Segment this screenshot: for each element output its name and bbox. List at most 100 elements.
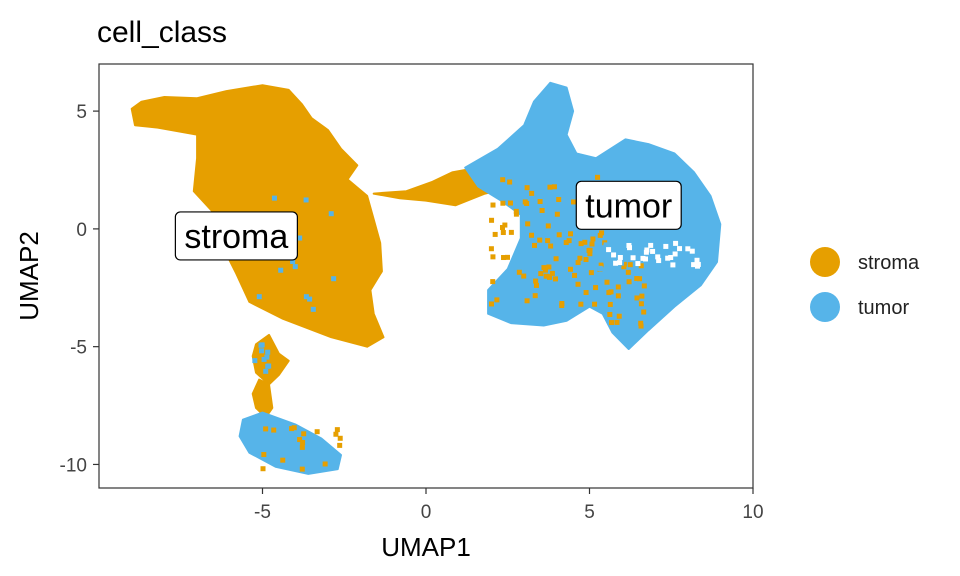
cell-point: [637, 276, 643, 282]
cell-point: [587, 247, 593, 253]
cell-point: [606, 290, 612, 296]
x-tick-label: 0: [421, 502, 432, 523]
cell-point: [548, 243, 554, 249]
chart-title: cell_class: [97, 16, 227, 49]
cell-point: [654, 262, 660, 268]
cluster-label-stroma: stroma: [174, 211, 298, 261]
cell-point: [529, 190, 535, 196]
cell-point: [682, 248, 688, 254]
cell-point: [554, 211, 560, 217]
legend: stroma tumor: [810, 247, 920, 322]
cell-point: [490, 254, 496, 260]
cell-point: [500, 200, 506, 206]
y-axis: -10 -5 0 5: [60, 102, 99, 476]
cell-point: [643, 256, 649, 262]
cell-point: [617, 260, 623, 266]
cell-point: [656, 258, 662, 264]
cell-point: [263, 426, 269, 432]
y-tick-label: -10: [60, 455, 87, 476]
cell-point: [578, 301, 584, 307]
cell-point: [556, 232, 562, 238]
cell-point: [260, 466, 266, 472]
cluster-label-tumor: tumor: [575, 180, 682, 230]
cell-point: [291, 425, 297, 431]
cell-point: [648, 242, 654, 248]
cell-point: [626, 279, 632, 285]
cell-point: [686, 264, 692, 270]
cell-point: [263, 368, 269, 374]
cell-point: [689, 248, 695, 254]
legend-label-tumor: tumor: [858, 297, 909, 319]
cell-point: [638, 301, 644, 307]
cell-point: [501, 255, 507, 261]
cell-point: [588, 270, 594, 276]
cell-point: [639, 241, 645, 247]
cell-point: [508, 229, 514, 235]
cell-point: [303, 294, 309, 300]
cell-point: [490, 202, 496, 208]
cell-point: [597, 232, 603, 238]
cell-point: [677, 246, 683, 252]
cell-point: [299, 466, 305, 472]
cell-point: [598, 262, 604, 268]
cell-point: [635, 261, 641, 267]
cell-point: [259, 348, 265, 354]
cell-point: [489, 301, 495, 307]
cell-point: [566, 238, 572, 244]
cell-point: [500, 177, 506, 183]
cell-point: [671, 244, 677, 250]
x-tick-label: -5: [254, 502, 271, 523]
cell-point: [533, 278, 539, 284]
x-tick-label: 10: [742, 502, 763, 523]
cell-point: [691, 262, 697, 268]
y-tick-label: 5: [76, 102, 87, 123]
cell-point: [672, 266, 678, 272]
cell-point: [256, 294, 262, 300]
cell-point: [672, 251, 678, 257]
cell-point: [299, 444, 305, 450]
cell-point: [638, 320, 644, 326]
cell-point: [310, 306, 316, 312]
cell-point: [331, 276, 337, 282]
cell-point: [571, 199, 577, 205]
cell-point: [575, 260, 581, 266]
cell-point: [665, 255, 671, 261]
cell-point: [636, 254, 642, 260]
cell-point: [677, 266, 683, 272]
cell-point: [590, 236, 596, 242]
cell-point: [271, 427, 277, 433]
cluster-label-box: [575, 180, 682, 230]
cluster-label-box: [174, 211, 298, 261]
cell-point: [563, 240, 569, 246]
y-tick-label: 0: [76, 220, 87, 241]
cell-point: [641, 283, 647, 289]
cell-point: [488, 246, 494, 252]
cell-point: [595, 174, 601, 180]
cell-point: [656, 268, 662, 274]
cell-point: [252, 358, 258, 364]
cell-point: [593, 285, 599, 291]
cell-point: [507, 179, 513, 185]
cell-point: [337, 435, 343, 441]
cell-point: [553, 256, 559, 262]
cell-point: [603, 259, 609, 265]
cell-point: [524, 185, 530, 191]
cell-point: [322, 461, 328, 467]
cell-point: [611, 252, 617, 258]
cell-point: [538, 271, 544, 277]
cell-point: [607, 301, 613, 307]
cell-point: [502, 222, 508, 228]
cell-point: [684, 256, 690, 262]
cell-point: [680, 267, 686, 273]
cell-point: [292, 264, 298, 270]
cell-point: [337, 442, 343, 448]
cell-point: [572, 272, 578, 278]
cell-point: [633, 255, 639, 261]
legend-label-stroma: stroma: [858, 252, 920, 274]
cell-point: [543, 273, 549, 279]
cell-point: [634, 295, 640, 301]
cell-point: [278, 267, 284, 273]
cell-point: [492, 231, 498, 237]
cell-point: [617, 254, 623, 260]
